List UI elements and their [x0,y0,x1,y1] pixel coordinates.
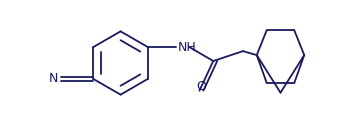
Text: O: O [197,80,206,93]
Text: N: N [49,72,59,85]
Text: NH: NH [178,41,197,54]
